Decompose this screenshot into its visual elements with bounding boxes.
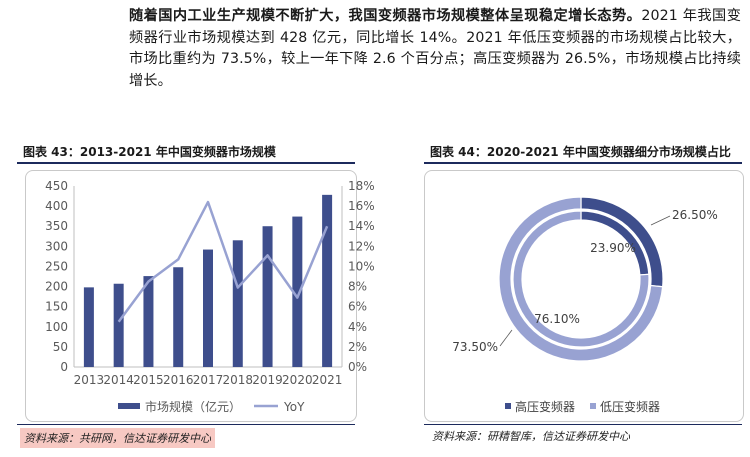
bar-market-size-2020 [292, 216, 303, 367]
figure44-bottom-rule [424, 424, 742, 425]
x-tick-label: 2021 [312, 373, 343, 387]
x-tick-label: 2020 [282, 373, 313, 387]
bar-market-size-2021 [322, 194, 333, 367]
legend-bar-swatch [118, 403, 140, 409]
x-tick-label: 2015 [133, 373, 164, 387]
slice-outer-low-voltage [498, 196, 664, 362]
y-left-tick-label: 100 [45, 320, 68, 334]
y-left-tick-label: 400 [45, 199, 68, 213]
y-left-tick-label: 300 [45, 239, 68, 253]
x-tick-label: 2014 [103, 373, 134, 387]
figure43-title: 图表 43：2013-2021 年中国变频器市场规模 [23, 145, 276, 159]
leader-line-low [499, 329, 513, 347]
intro-body: 2021 年我国变频器行业市场规模达到 428 亿元，同比增长 14%。2021… [129, 8, 741, 89]
figure44-top-rule [424, 162, 742, 164]
figure44-source: 资料来源：研精智库，信达证券研发中心 [432, 430, 630, 443]
slice-inner-low-voltage [512, 210, 650, 348]
legend-high-voltage-label: 高压变频器 [515, 399, 575, 414]
y-right-tick-label: 12% [348, 239, 375, 253]
bar-market-size-2017 [203, 249, 213, 367]
y-left-tick-label: 450 [45, 179, 68, 193]
x-tick-label: 2018 [223, 373, 254, 387]
x-tick-label: 2013 [74, 373, 105, 387]
y-left-tick-label: 250 [45, 259, 68, 273]
label-inner-high-voltage: 23.90% [590, 241, 636, 255]
figure43-top-rule [17, 162, 355, 164]
bar-market-size-2016 [173, 267, 184, 367]
y-right-tick-label: 10% [348, 259, 375, 273]
label-inner-low-voltage: 76.10% [534, 312, 580, 326]
y-right-tick-label: 8% [348, 280, 367, 294]
intro-paragraph: 随着国内工业生产规模不断扩大，我国变频器市场规模整体呈现稳定增长态势。2021 … [129, 6, 741, 92]
bar-market-size-2013 [83, 287, 94, 367]
y-left-tick-label: 350 [45, 219, 68, 233]
y-right-tick-label: 14% [348, 219, 375, 233]
y-right-tick-label: 6% [348, 300, 367, 314]
legend-high-voltage-swatch [505, 403, 511, 409]
x-tick-label: 2016 [163, 373, 194, 387]
y-right-tick-label: 0% [348, 360, 367, 374]
legend-low-voltage-label: 低压变频器 [600, 399, 660, 414]
bar-market-size-2019 [262, 226, 273, 367]
figure43-source: 资料来源：共研网，信达证券研发中心 [20, 428, 215, 448]
y-right-tick-label: 16% [348, 199, 375, 213]
y-left-tick-label: 200 [45, 280, 68, 294]
bar-market-size-2015 [143, 276, 154, 367]
leader-line-high [650, 215, 671, 226]
y-right-tick-label: 2% [348, 340, 367, 354]
label-outer-low-voltage: 73.50% [452, 340, 498, 354]
legend-bar-label: 市场规模（亿元） [145, 399, 241, 414]
figure44-title: 图表 44：2020-2021 年中国变频器细分市场规模占比 [430, 145, 731, 159]
y-right-tick-label: 4% [348, 320, 367, 334]
legend-low-voltage-swatch [590, 403, 596, 409]
bar-market-size-2018 [232, 240, 243, 367]
x-tick-label: 2017 [193, 373, 224, 387]
x-tick-label: 2019 [252, 373, 283, 387]
intro-lead: 随着国内工业生产规模不断扩大，我国变频器市场规模整体呈现稳定增长态势。 [129, 8, 642, 24]
line-yoy [117, 200, 329, 323]
legend-line-label: YoY [283, 400, 305, 414]
label-outer-high-voltage: 26.50% [672, 208, 718, 222]
y-right-tick-label: 18% [348, 179, 375, 193]
y-left-tick-label: 50 [53, 340, 68, 354]
figure43-bottom-rule [17, 424, 355, 425]
bar-market-size-2014 [113, 283, 124, 367]
y-left-tick-label: 150 [45, 300, 68, 314]
y-left-tick-label: 0 [60, 360, 68, 374]
